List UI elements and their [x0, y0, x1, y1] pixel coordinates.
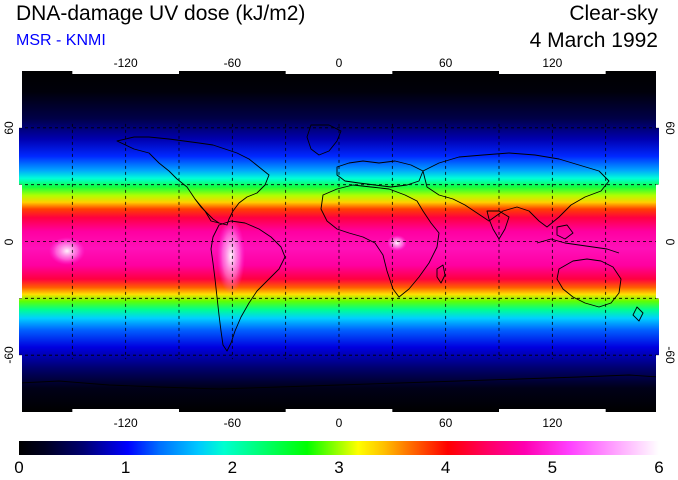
lon-tick-bottom: 120: [542, 416, 563, 430]
right-frame-tick: [656, 71, 659, 128]
coast-north-america: [116, 136, 270, 226]
coast-antarctica: [19, 374, 659, 390]
colorbar-tick-label: 5: [547, 458, 558, 477]
coast-africa: [320, 184, 440, 298]
lon-tick-top: 60: [438, 56, 453, 70]
left-frame-tick: [19, 184, 22, 299]
lat-tick-right: 0: [663, 238, 677, 245]
uv-dose-map: [19, 71, 659, 412]
right-frame-tick: [656, 355, 659, 412]
frame-tick-marks: [19, 71, 659, 412]
coast-india: [486, 210, 510, 240]
lon-tick-top: 120: [542, 56, 563, 70]
colorbar-tick-label: 6: [654, 458, 664, 477]
coast-europe: [336, 160, 424, 188]
colorbar-tick-label: 0: [14, 458, 24, 477]
lon-tick-bottom: -120: [113, 416, 138, 430]
uv-map-canvas: [19, 71, 659, 412]
bottom-frame-tick: [72, 409, 179, 412]
coast-borneo: [556, 224, 574, 240]
lat-tick-right: 60: [663, 121, 677, 135]
top-frame-tick: [72, 71, 179, 74]
colorbar-tick-label: 1: [120, 458, 131, 477]
pacific-hotspot: [49, 237, 85, 265]
coast-greenland: [306, 124, 342, 156]
top-frame-tick: [285, 71, 393, 74]
top-frame-tick: [499, 71, 606, 74]
coastlines: [19, 124, 659, 390]
colorbar-gradient: [19, 441, 659, 455]
lon-tick-top: -120: [113, 56, 138, 70]
colorbar-tick-label: 4: [440, 458, 451, 477]
coast-new-zealand: [632, 306, 644, 322]
left-frame-tick: [19, 71, 22, 128]
coast-south-america: [210, 220, 286, 352]
bottom-frame-tick: [499, 409, 606, 412]
left-frame-tick: [19, 355, 22, 412]
sky-condition: Clear-sky: [569, 2, 658, 25]
coast-indonesia: [536, 238, 620, 254]
lon-tick-bottom: 60: [438, 416, 453, 430]
colorbar-tick-label: 3: [334, 458, 344, 477]
map-title: DNA-damage UV dose (kJ/m2): [16, 2, 306, 25]
bottom-frame-tick: [285, 409, 393, 412]
lat-tick-left: -60: [2, 346, 16, 364]
colorbar-tick-label: 2: [227, 458, 238, 477]
lat-tick-left: 60: [2, 121, 16, 135]
andes-hotspot: [217, 218, 245, 294]
graticule: [19, 123, 659, 360]
coast-central-america: [194, 198, 220, 224]
colorbar: [19, 441, 659, 455]
map-date: 4 March 1992: [529, 29, 658, 52]
coast-australia: [556, 258, 622, 308]
lon-tick-top: 0: [335, 56, 343, 70]
coast-madagascar: [436, 264, 446, 284]
map-source: MSR - KNMI: [16, 32, 106, 49]
africa-hotspot: [387, 235, 407, 251]
right-frame-tick: [656, 184, 659, 299]
lat-tick-right: -60: [663, 346, 677, 364]
lat-tick-left: 0: [2, 238, 16, 245]
lon-tick-top: -60: [223, 56, 241, 70]
coast-asia: [422, 152, 610, 228]
lon-tick-bottom: -60: [223, 416, 241, 430]
lon-tick-bottom: 0: [335, 416, 343, 430]
